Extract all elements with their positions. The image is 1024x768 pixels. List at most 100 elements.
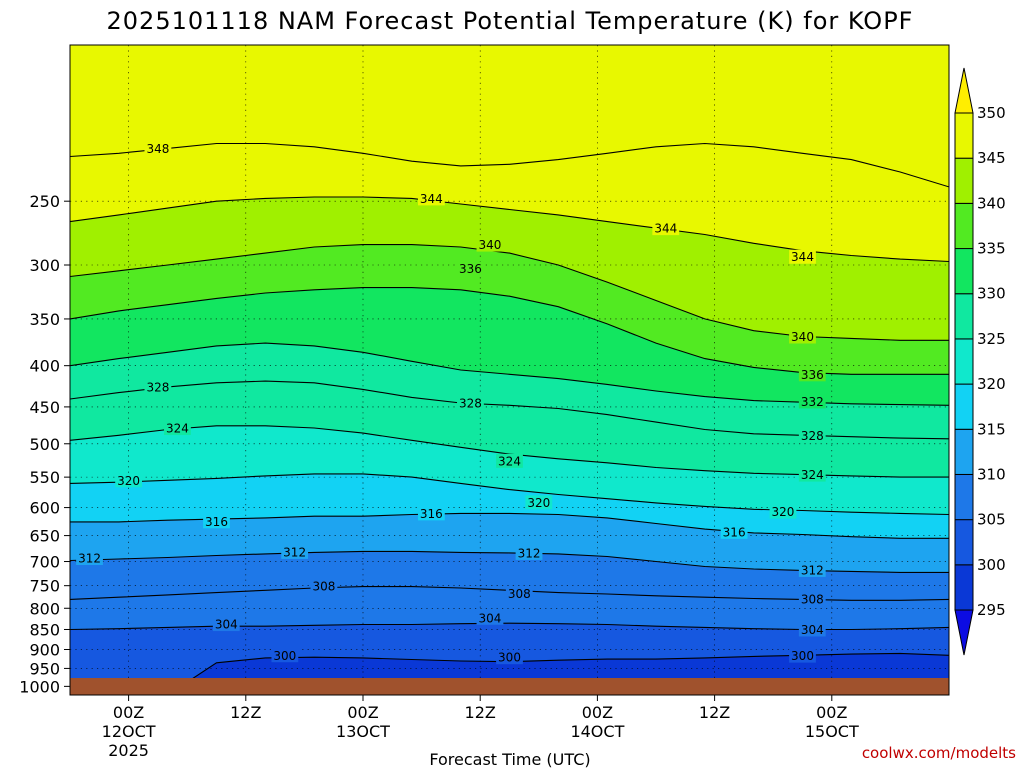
isentrope-348 (70, 142, 949, 188)
ytick-label-800: 800 (29, 599, 60, 618)
svg-text:316: 316 (723, 525, 746, 539)
contour-labels: 348 344 344 344 340 340 336 336 332 328 328 328 324 3… (76, 141, 826, 665)
xtick-date-48: 14OCT (570, 722, 624, 741)
xtick-label-36: 12Z (465, 703, 496, 722)
ytick-label-450: 450 (29, 398, 60, 417)
contour-label-344: 344 (789, 249, 816, 264)
colorbar-label-305: 305 (977, 511, 1006, 529)
contour-label-328: 328 (798, 428, 826, 443)
contour-label-316: 316 (417, 506, 445, 521)
svg-text:336: 336 (801, 368, 824, 382)
svg-text:320: 320 (117, 474, 140, 488)
contour-label-304: 304 (798, 622, 826, 637)
xtick-label-60: 12Z (699, 703, 730, 722)
xtick-date-0: 12OCT (102, 722, 156, 741)
ground-surface (70, 678, 949, 695)
svg-text:336: 336 (459, 262, 482, 276)
svg-text:340: 340 (791, 330, 814, 344)
contour-label-308: 308 (798, 591, 826, 606)
colorbar-seg-315 (954, 383, 974, 430)
contour-label-328: 328 (144, 379, 172, 394)
ytick-label-950: 950 (29, 659, 60, 678)
ytick-label-250: 250 (29, 192, 60, 211)
svg-text:324: 324 (166, 422, 189, 436)
colorbar-label-315: 315 (977, 420, 1006, 438)
contour-label-300: 300 (496, 650, 523, 665)
colorbar-over (954, 67, 974, 114)
ytick-label-300: 300 (29, 256, 60, 275)
fill-layer-348 (70, 45, 949, 187)
xtick-label-12: 12Z (230, 703, 261, 722)
xtick-year-0: 2025 (108, 741, 149, 760)
ytick-label-750: 750 (29, 577, 60, 596)
pressure-axis: 2503003504004505005506006507007508008509… (19, 192, 70, 696)
colorbar-seg-310 (954, 428, 974, 475)
ytick-label-650: 650 (29, 527, 60, 546)
svg-text:300: 300 (498, 651, 521, 665)
svg-text:344: 344 (791, 250, 814, 264)
svg-text:304: 304 (801, 623, 824, 637)
svg-text:324: 324 (498, 454, 521, 468)
svg-text:324: 324 (801, 468, 824, 482)
colorbar-label-330: 330 (977, 285, 1006, 303)
contour-label-336: 336 (798, 367, 826, 382)
xtick-label-24: 00Z (347, 703, 378, 722)
contour-label-320: 320 (769, 504, 797, 519)
x-axis-label: Forecast Time (UTC) (429, 750, 590, 768)
ytick-label-700: 700 (29, 553, 60, 572)
xtick-date-24: 13OCT (336, 722, 390, 741)
svg-text:300: 300 (791, 649, 814, 663)
colorbar: 295 300 305 310 315 320 325 330 335 340 345 350 (954, 67, 1006, 656)
contour-label-312: 312 (281, 544, 309, 559)
colorbar-label-295: 295 (977, 601, 1006, 619)
contour-label-304: 304 (476, 610, 504, 625)
svg-text:312: 312 (78, 552, 101, 566)
colorbar-label-340: 340 (977, 194, 1006, 212)
svg-text:320: 320 (527, 496, 550, 510)
svg-text:300: 300 (273, 649, 296, 663)
ytick-label-400: 400 (29, 357, 60, 376)
svg-text:304: 304 (215, 618, 238, 632)
contour-label-344: 344 (652, 221, 680, 236)
contour-label-308: 308 (505, 586, 533, 601)
colorbar-under (954, 609, 974, 656)
contour-label-320: 320 (115, 473, 142, 488)
credit-text: coolwx.com/modelts (862, 744, 1016, 762)
contour-label-312: 312 (515, 545, 543, 560)
contour-label-324: 324 (496, 453, 523, 468)
contour-label-316: 316 (720, 524, 748, 539)
svg-text:332: 332 (801, 395, 824, 409)
contour-label-336: 336 (457, 261, 484, 276)
ytick-label-600: 600 (29, 499, 60, 518)
svg-text:348: 348 (146, 142, 169, 156)
colorbar-label-350: 350 (977, 104, 1006, 122)
colorbar-seg-340 (954, 157, 974, 204)
contour-label-344: 344 (417, 191, 445, 206)
svg-text:340: 340 (479, 238, 502, 252)
colorbar-seg-335 (954, 202, 974, 250)
svg-text:344: 344 (654, 222, 677, 236)
contour-label-316: 316 (203, 514, 230, 529)
contour-label-324: 324 (798, 467, 826, 482)
ytick-label-1000: 1000 (19, 677, 60, 696)
svg-text:328: 328 (801, 429, 824, 443)
contour-label-304: 304 (212, 617, 240, 632)
colorbar-label-325: 325 (977, 330, 1006, 348)
contour-label-308: 308 (310, 579, 338, 594)
contour-label-312: 312 (798, 562, 826, 577)
contour-label-324: 324 (164, 421, 191, 436)
colorbar-label-345: 345 (977, 149, 1006, 167)
colorbar-seg-345 (954, 112, 974, 159)
svg-text:328: 328 (146, 380, 169, 394)
colorbar-seg-325 (954, 293, 974, 340)
colorbar-label-335: 335 (977, 240, 1006, 258)
svg-text:328: 328 (459, 396, 482, 410)
svg-text:308: 308 (801, 592, 824, 606)
plot-frame (69, 44, 950, 696)
isentrope-320 (70, 473, 949, 516)
colorbar-label-300: 300 (977, 556, 1006, 574)
xtick-label-72: 00Z (816, 703, 847, 722)
ytick-label-850: 850 (29, 620, 60, 639)
